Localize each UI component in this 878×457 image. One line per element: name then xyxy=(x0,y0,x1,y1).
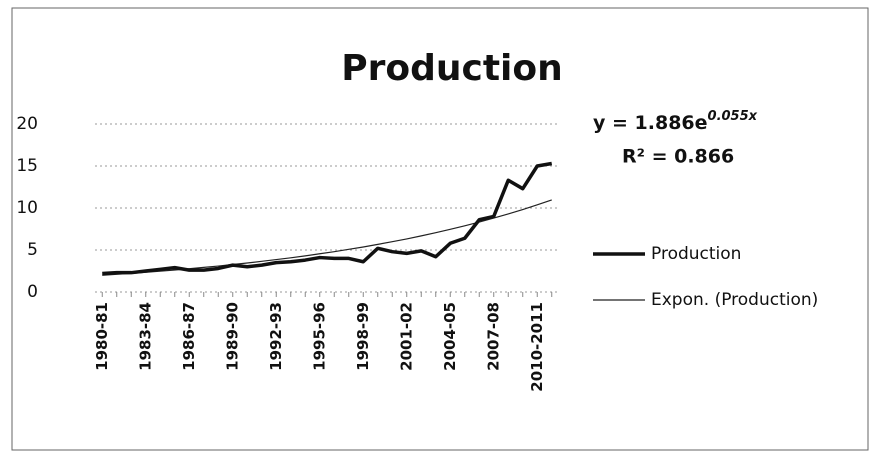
chart-title: Production xyxy=(341,48,563,89)
y-tick-label: 0 xyxy=(27,282,38,302)
x-tick-label: 1986-87 xyxy=(180,302,198,371)
y-tick-label: 5 xyxy=(27,240,38,260)
x-tick-label: 2001-02 xyxy=(397,302,415,371)
y-tick-label: 20 xyxy=(16,114,38,134)
y-tick-label: 15 xyxy=(16,156,38,176)
legend-label: Expon. (Production) xyxy=(651,290,818,310)
series-line xyxy=(102,161,553,276)
x-tick-label: 1989-90 xyxy=(223,302,241,371)
equation-base: y = 1.886e xyxy=(593,112,708,134)
x-tick-label: 1992-93 xyxy=(267,302,285,371)
x-tick-label: 2004-05 xyxy=(441,302,459,371)
x-tick-label: 2007-08 xyxy=(484,302,502,371)
x-tick-label: 2010-2011 xyxy=(528,302,546,392)
y-tick-label: 10 xyxy=(16,198,38,218)
chart-frame xyxy=(11,7,869,451)
legend-label: Production xyxy=(651,244,741,264)
x-tick-label: 1983-84 xyxy=(136,302,154,371)
x-tick-label: 1980-81 xyxy=(93,302,111,371)
trend-equation: y = 1.886e0.055x xyxy=(593,109,758,134)
x-tick-label: 1998-99 xyxy=(354,302,372,371)
r-squared: R² = 0.866 xyxy=(622,146,734,168)
equation-exponent: 0.055x xyxy=(708,109,758,124)
x-tick-label: 1995-96 xyxy=(310,302,328,371)
